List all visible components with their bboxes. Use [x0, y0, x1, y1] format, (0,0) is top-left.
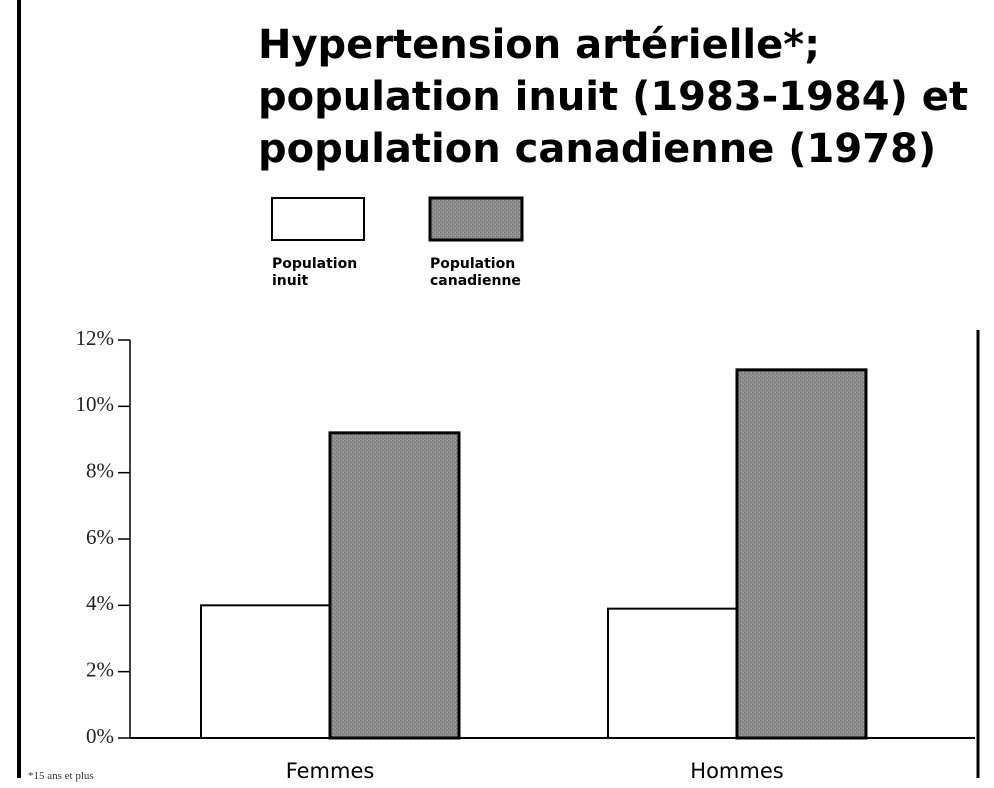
title-line: population inuit (1983-1984) et: [258, 74, 968, 120]
legend-label: Population inuit: [272, 256, 358, 289]
y-tick-label: 8%: [86, 458, 114, 482]
x-tick-label: Hommes: [690, 759, 783, 783]
x-tick-label: Femmes: [286, 759, 375, 783]
y-tick-label: 10%: [76, 392, 115, 416]
footnote: *15 ans et plus: [28, 770, 94, 782]
legend-label: Population canadienne: [430, 256, 521, 289]
title-line: Hypertension artérielle*;: [258, 22, 820, 68]
bar-edge: [735, 368, 868, 740]
y-tick-label: 6%: [86, 525, 114, 549]
legend-edge: [428, 196, 524, 242]
y-tick-label: 2%: [86, 657, 114, 681]
y-tick-label: 12%: [76, 326, 115, 350]
bar-texture: [737, 369, 866, 738]
bar-texture: [330, 432, 459, 738]
bar: [200, 604, 331, 739]
bar-edge: [328, 431, 461, 740]
bar: [607, 607, 738, 740]
y-tick-label: 4%: [86, 591, 114, 615]
legend-texture: [430, 198, 522, 240]
y-tick-label: 0%: [86, 724, 114, 748]
legend-swatch: [271, 197, 365, 241]
title-line: population canadienne (1978): [258, 126, 936, 172]
